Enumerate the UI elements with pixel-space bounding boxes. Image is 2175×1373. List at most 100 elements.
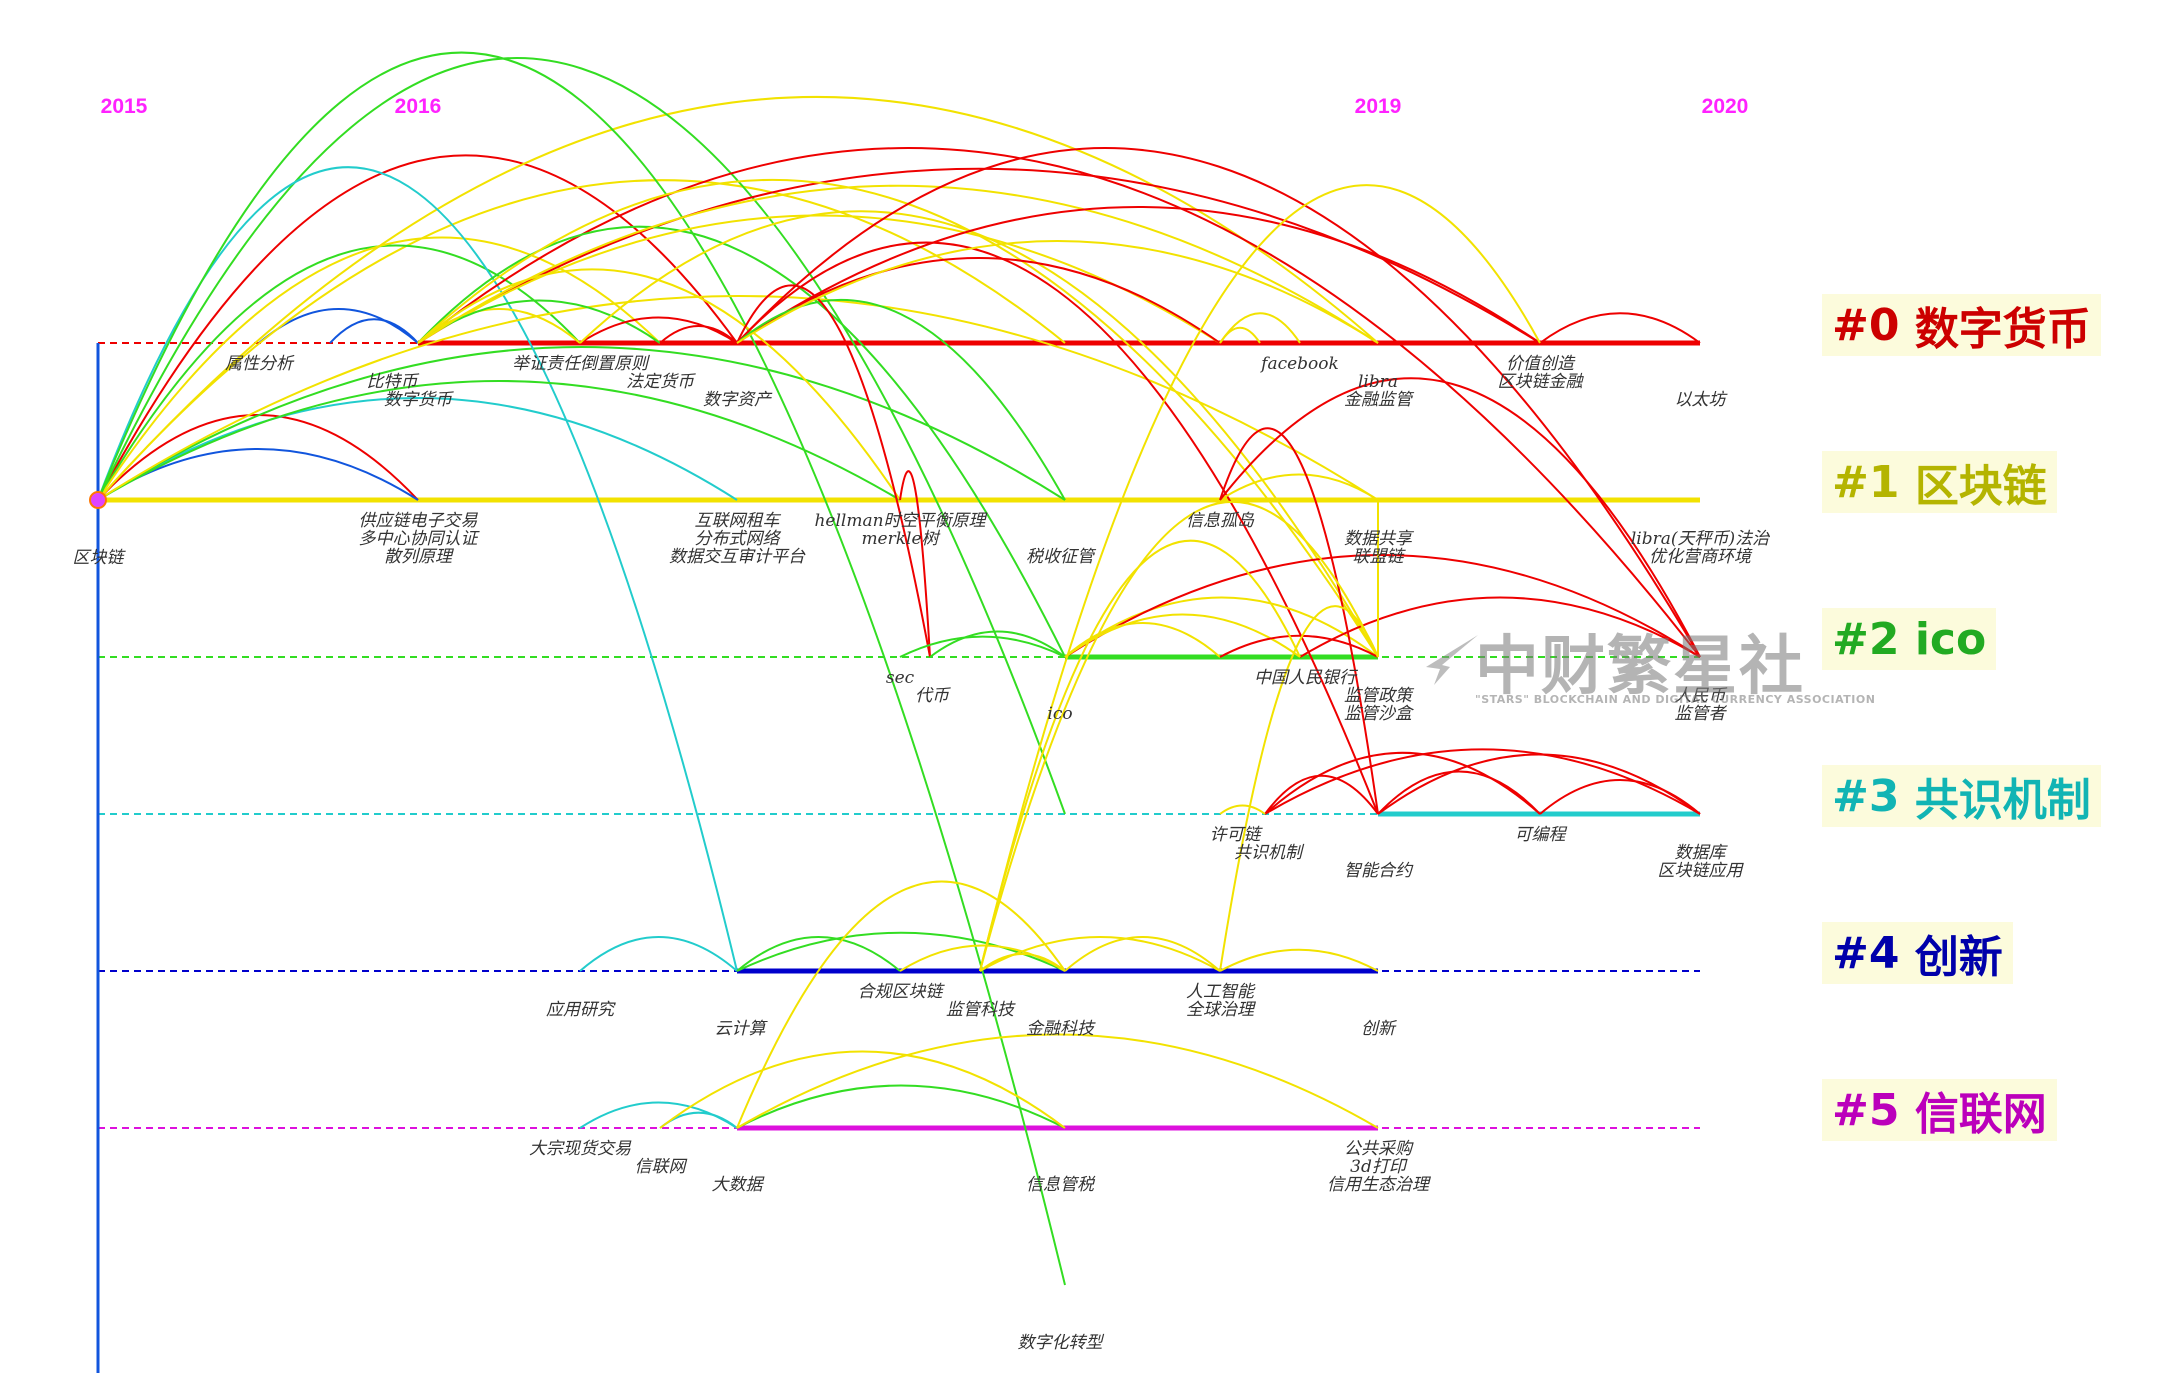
link-arc-69	[979, 539, 1301, 972]
term-label: 法定货币	[626, 372, 696, 392]
watermark-subtitle: "STARS" BLOCKCHAIN AND DIGITAL CURRENCY …	[1475, 693, 1876, 706]
link-arc-63	[899, 944, 1066, 972]
link-arc-56	[1219, 804, 1266, 815]
link-arc-66	[979, 936, 1221, 972]
term-label: 云计算	[715, 1019, 769, 1039]
term-label: 信用生态治理	[1327, 1175, 1431, 1195]
link-arc-50	[1264, 774, 1379, 815]
term-label: 以太坊	[1675, 390, 1729, 410]
term-label: 优化营商环境	[1649, 547, 1753, 567]
term-label: 人民币	[1675, 686, 1728, 706]
link-arc-61	[736, 936, 901, 972]
term-label: 联盟链	[1353, 547, 1407, 567]
link-arc-10	[97, 57, 1066, 815]
cluster-label-1: #1 区块链	[1822, 451, 2057, 513]
link-arc-32	[736, 298, 1066, 501]
link-arc-60	[579, 936, 738, 972]
link-arc-51	[1264, 751, 1541, 815]
link-arc-36	[929, 630, 1066, 658]
term-label: 举证责任倒置原则	[512, 354, 650, 374]
link-arc-55	[1377, 753, 1701, 815]
term-label: 数据库	[1675, 843, 1729, 863]
link-arc-68	[979, 500, 1379, 972]
link-arc-16	[417, 167, 1541, 344]
link-arc-27	[579, 210, 1379, 658]
link-arc-39	[1064, 554, 1701, 658]
cluster-id-3: #3	[1832, 770, 1900, 822]
term-label: merkle树	[861, 529, 940, 549]
term-label: 全球治理	[1186, 1000, 1256, 1020]
link-arc-25	[579, 316, 738, 344]
term-label: hellman时空平衡原理	[814, 511, 987, 531]
cluster-id-2: #2	[1832, 613, 1900, 665]
cluster-name-2: ico	[1914, 613, 1987, 665]
cluster-id-1: #1	[1832, 456, 1900, 508]
term-label: 监管者	[1675, 704, 1728, 724]
term-label: 价值创造	[1506, 354, 1576, 374]
term-label: 公共采购	[1344, 1139, 1414, 1159]
term-label: 监管政策	[1344, 686, 1415, 706]
term-label: 人工智能	[1186, 982, 1256, 1002]
term-label: 数据交互审计平台	[669, 547, 806, 567]
term-label: 许可链	[1210, 825, 1264, 845]
term-label: 供应链电子交易	[359, 511, 479, 531]
link-arc-35	[899, 470, 931, 658]
term-label: 应用研究	[546, 1000, 616, 1020]
term-label: 信息管税	[1026, 1175, 1096, 1195]
link-arc-30	[736, 241, 1379, 815]
term-label: 数字资产	[703, 390, 773, 410]
link-arc-62	[736, 931, 1066, 972]
link-arc-43	[1299, 596, 1701, 658]
term-label: 金融科技	[1026, 1019, 1096, 1039]
link-arc-9	[97, 346, 1066, 501]
term-label: 共识机制	[1234, 843, 1305, 863]
link-arc-19	[417, 179, 1379, 658]
link-arc-58	[1219, 605, 1379, 972]
term-label: 智能合约	[1344, 861, 1414, 881]
watermark-logo: 中财繁星社 "STARS" BLOCKCHAIN AND DIGITAL CUR…	[1420, 615, 1890, 730]
link-arc-29	[736, 147, 1701, 658]
link-arc-34	[736, 240, 1379, 344]
term-label: 创新	[1361, 1019, 1398, 1039]
link-arc-48	[1219, 377, 1701, 658]
term-label: 合规区块链	[858, 982, 946, 1002]
cluster-name-4: 创新	[1914, 932, 2003, 983]
link-arc-31	[736, 257, 1221, 344]
link-arc-26	[659, 325, 738, 344]
link-arc-24	[417, 184, 1379, 344]
link-arc-44	[1219, 312, 1301, 344]
link-arc-3	[97, 154, 738, 501]
term-label: 比特币	[367, 372, 420, 392]
link-arc-33	[736, 284, 931, 658]
link-arc-45	[1219, 326, 1261, 344]
link-arc-47	[1219, 473, 1379, 501]
term-label: 属性分析	[225, 354, 295, 374]
cluster-id-0: #0	[1832, 299, 1900, 351]
term-label: 信联网	[635, 1157, 688, 1177]
year-label-2020: 2020	[1702, 95, 1749, 118]
cluster-label-5: #5 信联网	[1822, 1079, 2057, 1141]
watermark-title: 中财繁星社	[1475, 630, 1805, 704]
term-label: 信息孤岛	[1186, 511, 1255, 531]
link-arc-2	[97, 414, 419, 501]
cluster-name-0: 数字货币	[1914, 304, 2091, 355]
link-arc-65	[1064, 936, 1221, 972]
term-label: 互联网租车	[695, 511, 782, 531]
link-arc-5	[97, 95, 1379, 501]
term-label: 金融监管	[1344, 390, 1415, 410]
term-label: 大数据	[712, 1175, 766, 1195]
cluster-name-1: 区块链	[1914, 461, 2047, 512]
term-label: 数字货币	[384, 390, 454, 410]
link-arc-67	[979, 184, 1541, 972]
term-label: 数字化转型	[1018, 1333, 1105, 1353]
link-arc-28	[736, 206, 1541, 344]
term-label: 监管科技	[946, 1000, 1016, 1020]
link-arc-46	[1539, 312, 1701, 344]
link-arc-73	[736, 1033, 1379, 1129]
term-label: 分布式网络	[695, 529, 782, 549]
link-arc-64	[979, 953, 1066, 972]
term-label: 区块链应用	[1658, 861, 1745, 881]
term-label: 数据共享	[1344, 529, 1415, 549]
